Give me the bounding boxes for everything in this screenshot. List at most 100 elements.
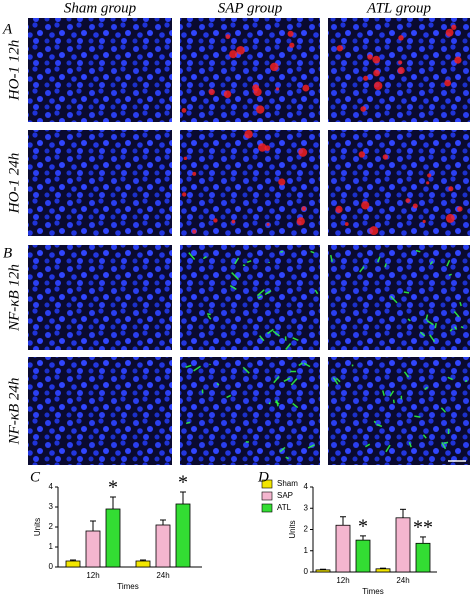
stain	[206, 313, 211, 316]
bar	[395, 517, 411, 573]
stain	[301, 206, 307, 211]
stain	[335, 377, 341, 383]
stain	[213, 218, 218, 223]
stain	[445, 28, 454, 37]
stain	[225, 34, 231, 40]
stain	[448, 186, 454, 192]
stain	[226, 394, 232, 399]
y-tick-label: 3	[49, 502, 54, 511]
stain	[278, 178, 286, 186]
bar	[135, 560, 151, 568]
stain	[407, 318, 411, 322]
stain	[358, 151, 366, 158]
micrograph	[180, 357, 320, 465]
stain	[255, 105, 265, 114]
bar	[415, 542, 431, 573]
stain	[183, 156, 188, 161]
column-header: ATL group	[366, 0, 432, 16]
stain	[208, 88, 215, 96]
stain	[426, 181, 430, 185]
stain	[279, 446, 286, 453]
stain	[446, 259, 451, 267]
y-tick-label: 0	[49, 562, 54, 571]
significance-label: *	[358, 515, 368, 537]
stain	[290, 378, 298, 386]
stain	[253, 87, 262, 97]
micrograph	[28, 357, 172, 465]
stain	[330, 254, 333, 262]
stain	[246, 260, 252, 263]
legend-swatch	[261, 491, 273, 501]
stain	[451, 24, 457, 30]
stain	[193, 365, 201, 372]
stain	[389, 390, 395, 397]
stain	[229, 284, 237, 291]
stain	[268, 402, 271, 405]
stain	[285, 456, 290, 460]
micrograph	[180, 245, 320, 350]
stain	[426, 319, 434, 326]
bar	[175, 503, 191, 568]
stain	[229, 50, 238, 59]
stain	[365, 443, 371, 448]
stain	[283, 377, 291, 382]
column-header: Sham group	[64, 0, 137, 16]
stain	[425, 314, 429, 321]
stain	[422, 434, 427, 439]
stain	[359, 266, 365, 273]
stain	[344, 222, 349, 226]
bar	[315, 569, 331, 573]
stain	[285, 343, 292, 350]
y-axis-label: Units	[33, 518, 42, 536]
stain	[369, 226, 379, 236]
significance-label: *	[178, 472, 188, 494]
stain	[448, 273, 452, 276]
stain	[336, 45, 344, 52]
stain	[464, 379, 468, 383]
panel-label: C	[30, 469, 41, 485]
stain	[361, 201, 370, 210]
x-axis-label: Times	[362, 587, 383, 596]
stain	[405, 198, 411, 203]
stain	[280, 250, 284, 253]
stain	[447, 376, 453, 381]
row-label: NF-κB 24h	[6, 378, 22, 446]
micrograph	[180, 18, 320, 122]
stain	[236, 45, 245, 55]
stain	[289, 42, 295, 48]
stain	[223, 90, 232, 98]
stain	[372, 55, 381, 64]
stain	[256, 289, 265, 297]
stain	[363, 75, 369, 81]
bar	[375, 568, 391, 573]
stain	[434, 322, 437, 329]
significance-label: **	[413, 517, 433, 539]
stain	[310, 250, 315, 254]
stain	[449, 328, 454, 332]
stain	[302, 84, 310, 92]
stain	[373, 69, 380, 77]
stain	[373, 81, 383, 91]
stain	[266, 222, 270, 226]
y-tick-label: 4	[49, 482, 54, 491]
stain	[382, 154, 389, 160]
stain	[231, 272, 240, 281]
legend-label: ATL	[277, 503, 292, 512]
bar	[65, 560, 81, 568]
stain	[373, 420, 377, 424]
stain	[398, 35, 404, 41]
stain	[307, 444, 315, 449]
stain	[267, 328, 274, 335]
stain	[303, 362, 311, 368]
stain	[454, 56, 462, 64]
stain	[445, 213, 455, 223]
stain	[412, 203, 418, 209]
stain	[335, 205, 343, 214]
stain	[258, 335, 265, 342]
stain	[367, 54, 373, 60]
stain	[182, 192, 187, 197]
stain	[408, 441, 412, 448]
stain	[454, 326, 458, 330]
stain	[296, 217, 305, 226]
stain	[384, 263, 387, 268]
